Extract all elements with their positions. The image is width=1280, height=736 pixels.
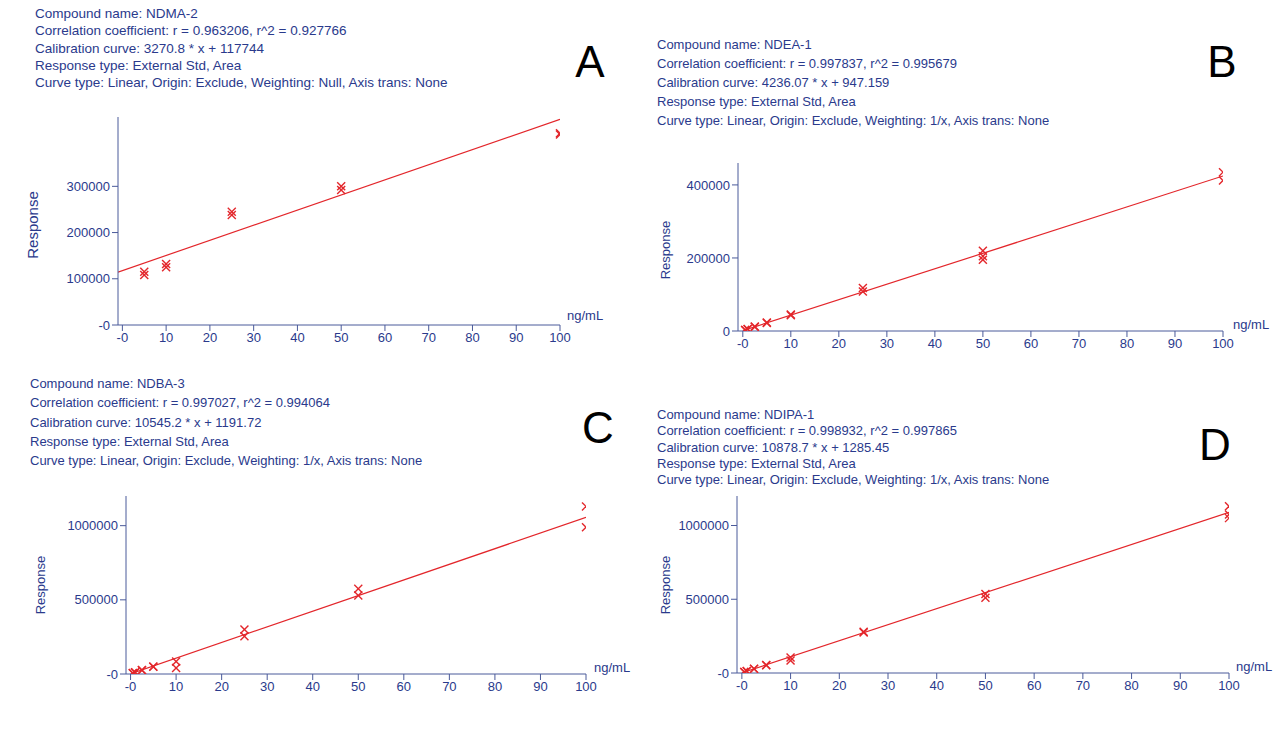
svg-text:10: 10 xyxy=(169,679,183,694)
html-text:Curve type: Linear, Origin: Ex: Curve type: Linear, Origin: Exclude, Wei… xyxy=(657,471,1050,487)
html-text:Curve type: Linear, Origin: Ex: Curve type: Linear, Origin: Exclude, Wei… xyxy=(35,75,448,91)
html-text:Calibration curve: 10878.7 * x: Calibration curve: 10878.7 * x + 1285.45 xyxy=(657,439,890,455)
svg-text:50: 50 xyxy=(334,330,348,345)
html-text:Response type: External Std, A: Response type: External Std, Area xyxy=(657,455,856,471)
svg-text:50: 50 xyxy=(978,678,992,693)
svg-text:30: 30 xyxy=(246,330,260,345)
svg-text:100: 100 xyxy=(549,330,571,345)
svg-text:40: 40 xyxy=(928,336,942,351)
svg-text:10: 10 xyxy=(783,678,797,693)
html-text:D: D xyxy=(1199,420,1231,469)
html-text:Response type: External Std, A: Response type: External Std, Area xyxy=(35,58,242,74)
html-text:A: A xyxy=(575,37,605,86)
svg-text:10: 10 xyxy=(159,330,173,345)
svg-text:500000: 500000 xyxy=(75,592,118,607)
svg-text:30: 30 xyxy=(880,336,894,351)
html-text:Calibration curve: 10545.2 * x: Calibration curve: 10545.2 * x + 1191.72 xyxy=(30,414,262,430)
svg-text:100000: 100000 xyxy=(67,271,110,286)
html-text:Calibration curve: 3270.8 * x: Calibration curve: 3270.8 * x + 117744 xyxy=(35,40,264,56)
svg-text:90: 90 xyxy=(533,679,547,694)
svg-text:200000: 200000 xyxy=(687,251,730,266)
svg-text:80: 80 xyxy=(465,330,479,345)
svg-text:40: 40 xyxy=(290,330,304,345)
html-text:ng/mL: ng/mL xyxy=(567,308,604,323)
svg-text:40: 40 xyxy=(929,678,943,693)
html-text:Correlation coefficient: r = 0: Correlation coefficient: r = 0.998932, r… xyxy=(657,422,957,438)
svg-text:60: 60 xyxy=(1024,336,1038,351)
html-text:Response type: External Std, A: Response type: External Std, Area xyxy=(30,433,229,449)
svg-text:20: 20 xyxy=(203,330,217,345)
svg-text:70: 70 xyxy=(421,330,435,345)
html-text:Response: Response xyxy=(23,191,41,259)
svg-text:80: 80 xyxy=(1124,678,1138,693)
html-text:Response: Response xyxy=(657,220,673,280)
svg-text:60: 60 xyxy=(378,330,392,345)
svg-text:60: 60 xyxy=(397,679,411,694)
svg-text:-0: -0 xyxy=(736,678,748,693)
svg-text:-0: -0 xyxy=(737,336,749,351)
html-text:Correlation coefficient: r = 0: Correlation coefficient: r = 0.963206, r… xyxy=(35,23,347,39)
svg-text:0: 0 xyxy=(723,324,730,339)
svg-text:100: 100 xyxy=(575,679,597,694)
html-text:Correlation coefficient: r = 0: Correlation coefficient: r = 0.997027, r… xyxy=(30,394,330,410)
svg-text:80: 80 xyxy=(488,679,502,694)
html-text:B: B xyxy=(1207,37,1237,86)
svg-text:-0: -0 xyxy=(717,666,729,681)
html-text:Response type: External Std, A: Response type: External Std, Area xyxy=(657,93,856,109)
svg-text:90: 90 xyxy=(1173,678,1187,693)
html-text:Curve type: Linear, Origin: Ex: Curve type: Linear, Origin: Exclude, Wei… xyxy=(657,112,1050,128)
svg-text:70: 70 xyxy=(1076,678,1090,693)
svg-text:30: 30 xyxy=(260,679,274,694)
svg-text:1000000: 1000000 xyxy=(67,518,118,533)
svg-text:200000: 200000 xyxy=(67,225,110,240)
svg-text:20: 20 xyxy=(832,678,846,693)
svg-text:60: 60 xyxy=(1027,678,1041,693)
svg-text:70: 70 xyxy=(1072,336,1086,351)
svg-text:80: 80 xyxy=(1120,336,1134,351)
html-text:Compound name: NDEA-1: Compound name: NDEA-1 xyxy=(657,36,812,52)
svg-text:500000: 500000 xyxy=(686,592,729,607)
html-text:Response: Response xyxy=(657,555,673,615)
svg-text:70: 70 xyxy=(442,679,456,694)
svg-text:90: 90 xyxy=(1168,336,1182,351)
svg-text:1000000: 1000000 xyxy=(678,518,729,533)
html-text:ng/mL: ng/mL xyxy=(1233,317,1270,332)
svg-text:-0: -0 xyxy=(106,667,118,682)
html-text:C: C xyxy=(582,403,614,452)
svg-text:20: 20 xyxy=(214,679,228,694)
html-text:Compound name: NDMA-2: Compound name: NDMA-2 xyxy=(35,6,198,22)
svg-text:100: 100 xyxy=(1218,678,1240,693)
svg-text:100: 100 xyxy=(1212,336,1234,351)
svg-text:90: 90 xyxy=(509,330,523,345)
html-text:Correlation coefficient: r = 0: Correlation coefficient: r = 0.997837, r… xyxy=(657,55,957,71)
svg-text:-0: -0 xyxy=(98,318,110,333)
svg-text:50: 50 xyxy=(976,336,990,351)
html-text:ng/mL: ng/mL xyxy=(1236,659,1273,674)
html-text:Compound name: NDBA-3: Compound name: NDBA-3 xyxy=(30,375,185,391)
svg-text:30: 30 xyxy=(881,678,895,693)
svg-text:20: 20 xyxy=(832,336,846,351)
svg-text:-0: -0 xyxy=(125,679,137,694)
svg-text:40: 40 xyxy=(305,679,319,694)
html-text:ng/mL: ng/mL xyxy=(594,660,631,675)
svg-text:10: 10 xyxy=(784,336,798,351)
html-text:Compound name: NDIPA-1: Compound name: NDIPA-1 xyxy=(657,406,815,422)
html-text:Response: Response xyxy=(32,555,48,615)
svg-text:400000: 400000 xyxy=(687,178,730,193)
html-text:Calibration curve: 4236.07 * x: Calibration curve: 4236.07 * x + 947.159 xyxy=(657,74,890,90)
svg-text:300000: 300000 xyxy=(67,179,110,194)
html-text:Curve type: Linear, Origin: Ex: Curve type: Linear, Origin: Exclude, Wei… xyxy=(30,452,423,468)
svg-text:-0: -0 xyxy=(117,330,129,345)
svg-text:50: 50 xyxy=(351,679,365,694)
